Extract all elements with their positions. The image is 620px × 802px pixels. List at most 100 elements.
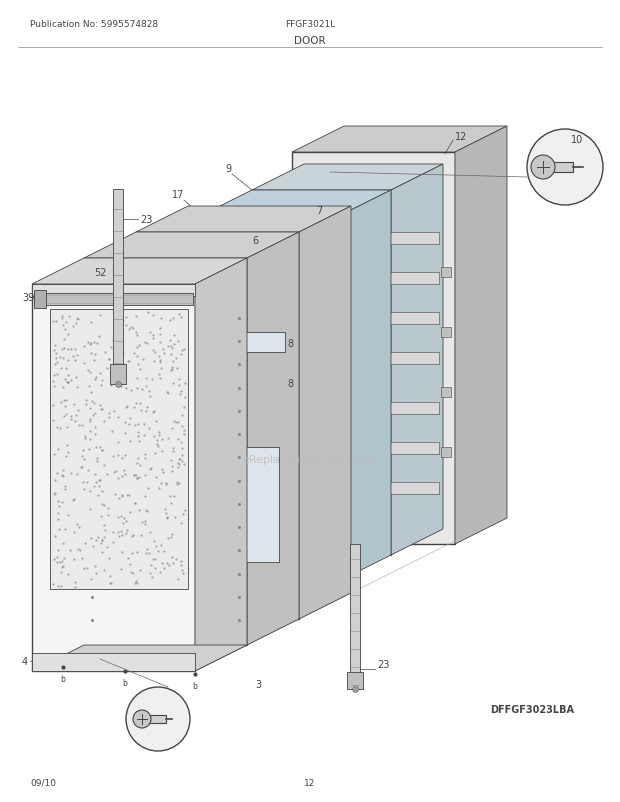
Polygon shape [308,273,439,285]
Point [108,537,118,549]
Point [174,334,184,347]
Point [97,498,107,511]
Point [140,448,150,461]
Point [80,430,90,443]
Point [169,377,179,390]
Point [86,316,95,329]
Point [164,314,174,327]
Point [110,466,120,479]
Point [174,477,184,490]
Point [171,352,181,365]
Point [85,367,95,379]
Point [74,419,84,432]
Point [93,530,103,543]
Point [60,480,70,492]
Point [176,348,186,361]
Point [163,340,173,353]
Point [124,418,134,431]
Point [78,450,87,463]
Point [92,337,102,350]
Polygon shape [110,365,126,384]
Point [115,492,125,505]
Point [117,489,127,502]
Point [144,463,154,476]
Point [120,468,130,480]
Point [63,376,73,389]
Point [61,317,71,330]
Polygon shape [391,164,443,555]
Point [113,435,123,448]
Point [148,344,157,357]
Point [144,547,154,560]
Point [53,421,63,434]
Point [150,553,160,565]
Point [133,419,143,431]
Point [173,415,183,428]
Point [144,385,154,398]
Point [176,559,186,572]
Point [79,484,89,496]
Point [176,310,186,323]
Point [85,402,95,415]
Polygon shape [32,653,195,671]
Point [126,384,136,397]
Point [155,372,165,385]
Point [175,453,185,466]
Point [151,447,161,460]
Polygon shape [308,482,439,494]
Point [86,346,96,359]
Point [84,443,94,456]
Point [132,577,142,590]
Point [115,330,125,342]
Point [53,495,63,508]
Text: 23: 23 [140,215,153,225]
Point [153,545,163,557]
Text: 12: 12 [455,132,467,142]
Point [58,464,68,477]
Point [105,577,115,590]
Point [175,388,185,401]
Text: 8: 8 [287,338,293,349]
Point [73,543,83,556]
Polygon shape [308,233,439,245]
Point [118,517,128,530]
Point [177,420,187,433]
Point [127,529,137,542]
Point [60,323,69,336]
Point [135,363,145,376]
Point [50,474,60,487]
Point [79,357,89,370]
Point [166,341,176,354]
Point [180,391,190,404]
Point [173,461,183,474]
Polygon shape [150,282,285,602]
Point [134,339,144,352]
Point [139,429,149,442]
Point [63,446,73,459]
Point [74,521,84,534]
Point [122,401,131,414]
Point [81,394,91,407]
Point [179,343,189,356]
Point [50,358,60,371]
Polygon shape [308,403,439,415]
Point [57,561,67,573]
Point [50,530,60,543]
Point [73,404,83,417]
Point [82,464,92,476]
Point [78,444,87,457]
Point [106,577,116,589]
Point [140,490,150,503]
Point [91,428,100,441]
Point [110,347,120,360]
Point [129,469,139,482]
Point [167,460,177,472]
Point [62,439,72,452]
Point [179,401,189,414]
Point [71,318,81,330]
Point [122,524,131,537]
Point [117,510,126,523]
Polygon shape [547,163,573,172]
Point [72,518,82,531]
Polygon shape [441,268,451,277]
